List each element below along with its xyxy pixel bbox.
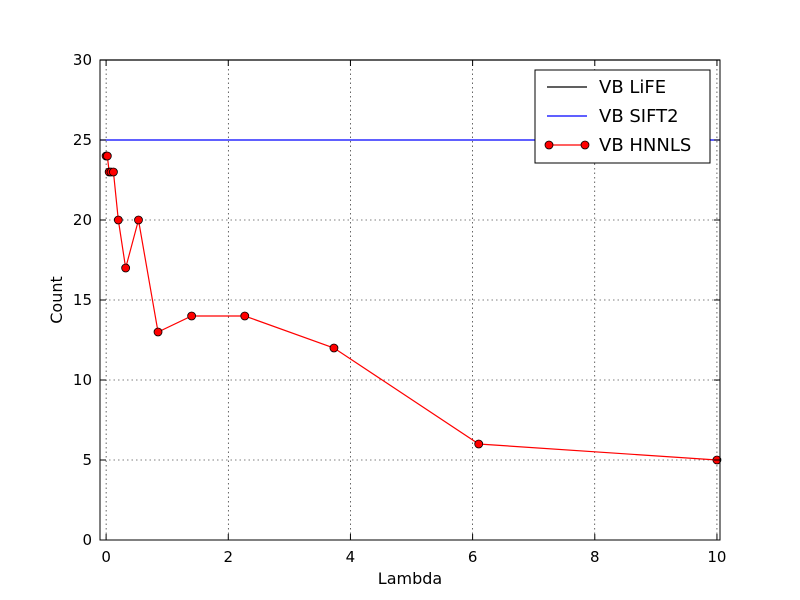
data-point-vb-hnnls [474,439,484,449]
y-tick-label: 25 [73,131,92,149]
data-point-vb-hnnls [240,311,250,321]
legend-marker-vb-hnnls [580,140,590,150]
legend-marker-vb-hnnls [544,140,554,150]
axis-ticks: 0 2 4 6 8 10 0 5 10 15 20 25 30 [73,51,727,566]
data-point-vb-hnnls [113,215,123,225]
data-point-vb-hnnls [121,263,131,273]
x-tick-label: 4 [346,548,356,566]
data-point-vb-hnnls [329,343,339,353]
x-tick-label: 10 [707,548,726,566]
legend-label-vb-sift2: VB SIFT2 [599,106,679,127]
x-tick-label: 6 [468,548,478,566]
legend-label-vb-life: VB LiFE [599,77,666,98]
y-tick-label: 20 [73,211,92,229]
legend-label-vb-hnnls: VB HNNLS [599,135,691,156]
x-axis-label: Lambda [378,569,442,588]
y-tick-label: 10 [73,371,92,389]
x-tick-label: 2 [224,548,234,566]
data-point-vb-hnnls [102,151,112,161]
y-axis-label: Count [47,276,66,324]
legend: VB LiFE VB SIFT2 VB HNNLS [534,69,711,164]
data-point-vb-hnnls [109,167,118,177]
data-point-vb-hnnls [187,311,197,321]
x-tick-label: 0 [101,548,111,566]
y-tick-label: 15 [73,291,92,309]
x-tick-label: 8 [590,548,600,566]
y-tick-label: 0 [82,531,92,549]
data-point-vb-hnnls [134,215,143,225]
data-point-vb-hnnls [153,327,163,337]
y-tick-label: 30 [73,51,92,69]
series-line-vb-hnnls [106,155,717,461]
y-tick-label: 5 [82,451,92,469]
